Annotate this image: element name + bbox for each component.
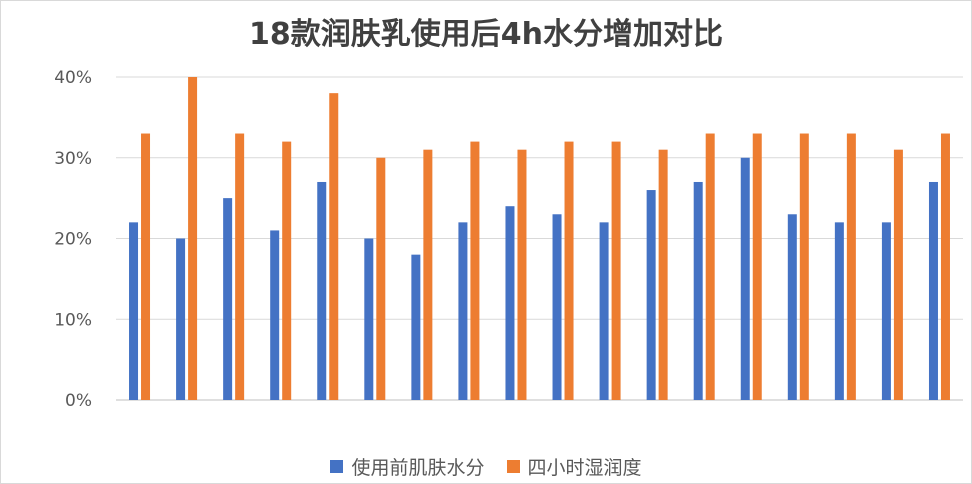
bar-series-1 xyxy=(176,238,186,400)
legend-swatch-series-1 xyxy=(330,460,344,473)
chart-title: 18款润肤乳使用后4h水分增加对比 xyxy=(249,17,723,52)
bar-series-2 xyxy=(141,133,151,400)
bar-series-2 xyxy=(235,133,245,400)
bar-series-2 xyxy=(517,149,527,400)
legend-item-series-2: 四小时湿润度 xyxy=(506,453,642,480)
bar-series-2 xyxy=(282,141,292,400)
bar-series-2 xyxy=(188,77,198,400)
legend-label-series-1: 使用前肌肤水分 xyxy=(351,457,485,479)
legend-swatch-series-2 xyxy=(506,460,520,473)
y-tick-label: 20% xyxy=(54,230,92,250)
bar-series-2 xyxy=(376,157,386,400)
bar-series-1 xyxy=(881,222,891,400)
bar-series-1 xyxy=(223,198,233,400)
y-tick-label: 10% xyxy=(54,310,92,330)
legend-label-series-2: 四小时湿润度 xyxy=(527,457,642,479)
bar-series-1 xyxy=(411,254,421,400)
bar-series-1 xyxy=(364,238,374,400)
bar-series-2 xyxy=(705,133,715,400)
bar-series-1 xyxy=(599,222,609,400)
bar-series-2 xyxy=(799,133,809,400)
bar-series-1 xyxy=(129,222,139,400)
y-tick-label: 0% xyxy=(65,391,92,411)
legend-item-series-1: 使用前肌肤水分 xyxy=(330,453,485,480)
bar-series-2 xyxy=(611,141,621,400)
bar-series-1 xyxy=(693,181,703,400)
bar-series-2 xyxy=(893,149,903,400)
bar-series-1 xyxy=(552,214,562,400)
bar-series-1 xyxy=(270,230,280,400)
bar-series-2 xyxy=(752,133,762,400)
bar-series-1 xyxy=(740,157,750,400)
bar-series-1 xyxy=(928,181,938,400)
bar-series-1 xyxy=(834,222,844,400)
legend: 使用前肌肤水分 四小时湿润度 xyxy=(1,453,971,480)
bar-series-1 xyxy=(787,214,797,400)
bar-series-1 xyxy=(458,222,468,400)
bar-series-2 xyxy=(564,141,574,400)
bar-series-1 xyxy=(646,190,656,400)
bar-series-1 xyxy=(505,206,515,400)
bar-series-1 xyxy=(317,181,327,400)
bar-series-2 xyxy=(329,93,339,401)
bar-series-2 xyxy=(470,141,480,400)
bar-series-2 xyxy=(846,133,856,400)
y-tick-label: 40% xyxy=(54,68,92,88)
bar-series-2 xyxy=(658,149,668,400)
y-tick-label: 30% xyxy=(54,149,92,169)
bar-series-2 xyxy=(940,133,950,400)
bar-series-2 xyxy=(423,149,433,400)
